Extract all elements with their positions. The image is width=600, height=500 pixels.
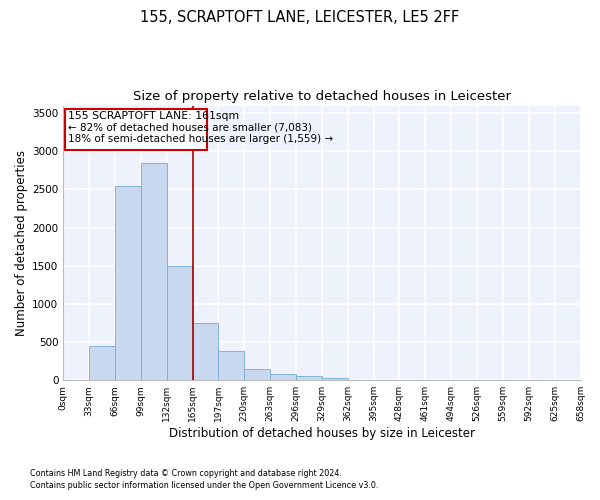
Title: Size of property relative to detached houses in Leicester: Size of property relative to detached ho…	[133, 90, 511, 103]
Bar	[141, 163, 167, 380]
X-axis label: Distribution of detached houses by size in Leicester: Distribution of detached houses by size …	[169, 427, 475, 440]
Bar	[193, 323, 218, 380]
Text: 155 SCRAPTOFT LANE: 161sqm: 155 SCRAPTOFT LANE: 161sqm	[68, 111, 239, 121]
Text: 155, SCRAPTOFT LANE, LEICESTER, LE5 2FF: 155, SCRAPTOFT LANE, LEICESTER, LE5 2FF	[140, 10, 460, 25]
Bar	[167, 266, 193, 380]
Bar	[296, 376, 322, 380]
Bar	[115, 186, 141, 380]
Bar	[322, 378, 348, 380]
Bar	[244, 369, 270, 380]
Text: ← 82% of detached houses are smaller (7,083): ← 82% of detached houses are smaller (7,…	[68, 122, 313, 132]
Bar	[218, 351, 244, 380]
FancyBboxPatch shape	[65, 108, 207, 150]
Bar	[89, 346, 115, 380]
Text: 18% of semi-detached houses are larger (1,559) →: 18% of semi-detached houses are larger (…	[68, 134, 334, 144]
Y-axis label: Number of detached properties: Number of detached properties	[15, 150, 28, 336]
Bar	[270, 374, 296, 380]
Text: Contains HM Land Registry data © Crown copyright and database right 2024.: Contains HM Land Registry data © Crown c…	[30, 468, 342, 477]
Text: Contains public sector information licensed under the Open Government Licence v3: Contains public sector information licen…	[30, 481, 379, 490]
